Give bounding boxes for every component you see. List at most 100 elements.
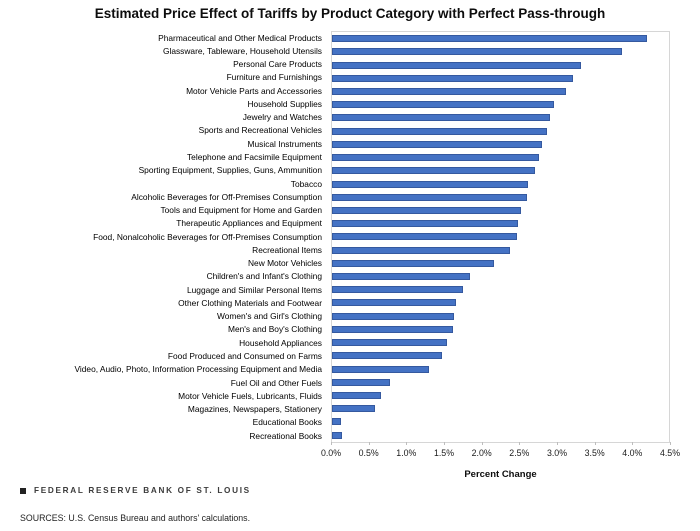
x-tick-mark [557, 442, 558, 445]
bar [332, 180, 529, 188]
category-label: Women's and Girl's Clothing [217, 311, 322, 322]
bar-row [332, 283, 669, 296]
x-tick-mark [670, 442, 671, 445]
category-label: Pharmaceutical and Other Medical Product… [158, 32, 322, 43]
bar [332, 48, 622, 56]
bar-row [332, 45, 669, 58]
bar-row [332, 85, 669, 98]
bar [332, 140, 542, 148]
category-label: Magazines, Newspapers, Stationery [187, 404, 322, 415]
bar-row [332, 296, 669, 309]
bar [332, 431, 342, 439]
bar [332, 405, 376, 413]
category-label: Food Produced and Consumed on Farms [167, 351, 322, 361]
footer-brand: FEDERAL RESERVE BANK OF ST. LOUIS [20, 486, 251, 495]
bar-row [332, 125, 669, 138]
bar-row [332, 402, 669, 415]
brand-name: FEDERAL RESERVE BANK OF ST. LOUIS [34, 486, 251, 495]
bar [332, 35, 647, 43]
x-tick-mark [406, 442, 408, 445]
category-label: Motor Vehicle Parts and Accessories [186, 85, 322, 96]
bar [332, 154, 539, 162]
category-labels: Pharmaceutical and Other Medical Product… [0, 31, 322, 442]
bar [332, 220, 518, 228]
bar [332, 339, 447, 347]
category-label: Video, Audio, Photo, Information Process… [74, 364, 322, 375]
x-tick-mark [632, 442, 634, 445]
bar [332, 365, 429, 373]
bar-row [332, 323, 669, 336]
bar [332, 299, 457, 307]
bar-row [332, 257, 669, 270]
x-tick-mark [331, 442, 332, 445]
bar-row [332, 191, 669, 204]
bar [332, 101, 554, 109]
x-tick-label: 0.0% [320, 448, 342, 458]
category-label: Food, Nonalcoholic Beverages for Off-Pre… [93, 231, 322, 242]
bar [332, 312, 455, 320]
bar [332, 233, 517, 241]
bar-row [332, 244, 669, 257]
x-tick-label: 3.0% [546, 448, 568, 458]
category-label: Recreational Items [252, 244, 322, 255]
bar-row [332, 58, 669, 71]
bar [332, 259, 494, 267]
bar [332, 325, 453, 333]
chart-title: Estimated Price Effect of Tariffs by Pro… [94, 6, 606, 21]
x-tick-label: 1.5% [433, 448, 455, 458]
bar [332, 352, 443, 360]
bar-row [332, 138, 669, 151]
x-tick-label: 2.0% [471, 448, 492, 458]
bar-row [332, 111, 669, 124]
x-tick-mark [481, 442, 483, 445]
category-label: Furniture and Furnishings [226, 72, 322, 83]
bar-row [332, 32, 669, 45]
sources-note: SOURCES: U.S. Census Bureau and authors'… [20, 513, 251, 523]
x-tick-label: 4.0% [622, 448, 643, 458]
bar-row [332, 270, 669, 283]
x-tick-label: 3.5% [584, 448, 605, 458]
bar-row [332, 389, 669, 402]
bar [332, 87, 566, 95]
category-label: Personal Care Products [233, 59, 322, 70]
bar-row [332, 336, 669, 349]
x-tick-mark [368, 442, 370, 445]
bar [332, 127, 547, 135]
category-label: Musical Instruments [247, 138, 322, 149]
category-label: Tools and Equipment for Home and Garden [160, 205, 322, 216]
bar [332, 74, 574, 82]
bar [332, 246, 511, 254]
category-label: Educational Books [252, 417, 322, 428]
category-label: Sporting Equipment, Supplies, Guns, Ammu… [138, 165, 322, 176]
bar-row [332, 349, 669, 362]
bar-row [332, 362, 669, 375]
bar-row [332, 72, 669, 85]
bar [332, 114, 550, 122]
category-label: Men's and Boy's Clothing [228, 324, 322, 335]
x-tick-mark [519, 442, 521, 445]
x-tick-mark [444, 442, 445, 445]
category-label: Telephone and Facsimile Equipment [186, 152, 322, 163]
category-label: Jewelry and Watches [242, 112, 322, 123]
bars [332, 32, 669, 442]
category-label: Children's and Infant's Clothing [206, 271, 322, 282]
bar [332, 378, 391, 386]
category-label: Alcoholic Beverages for Off-Premises Con… [131, 191, 322, 202]
x-axis-tick-labels: 0.0% 0.5% 1.0% 1.5% 2.0% 2.5% 3.0% 3.5% 4.0% 4.5% [321, 448, 680, 460]
bar-row [332, 310, 669, 323]
bar [332, 167, 535, 175]
x-axis-tick-marks [331, 442, 671, 446]
category-label: Household Supplies [247, 98, 323, 109]
bar-row [332, 164, 669, 177]
category-label: Recreational Books [249, 430, 322, 441]
plot-area [331, 31, 670, 443]
category-label: Motor Vehicle Fuels, Lubricants, Fluids [178, 390, 322, 401]
x-tick-mark [594, 442, 596, 445]
category-label: Other Clothing Materials and Footwear [178, 297, 322, 308]
bar [332, 273, 470, 281]
category-label: Tobacco [290, 178, 322, 189]
bar-row [332, 217, 669, 230]
category-label: Sports and Recreational Vehicles [198, 125, 322, 136]
bar-row [332, 151, 669, 164]
